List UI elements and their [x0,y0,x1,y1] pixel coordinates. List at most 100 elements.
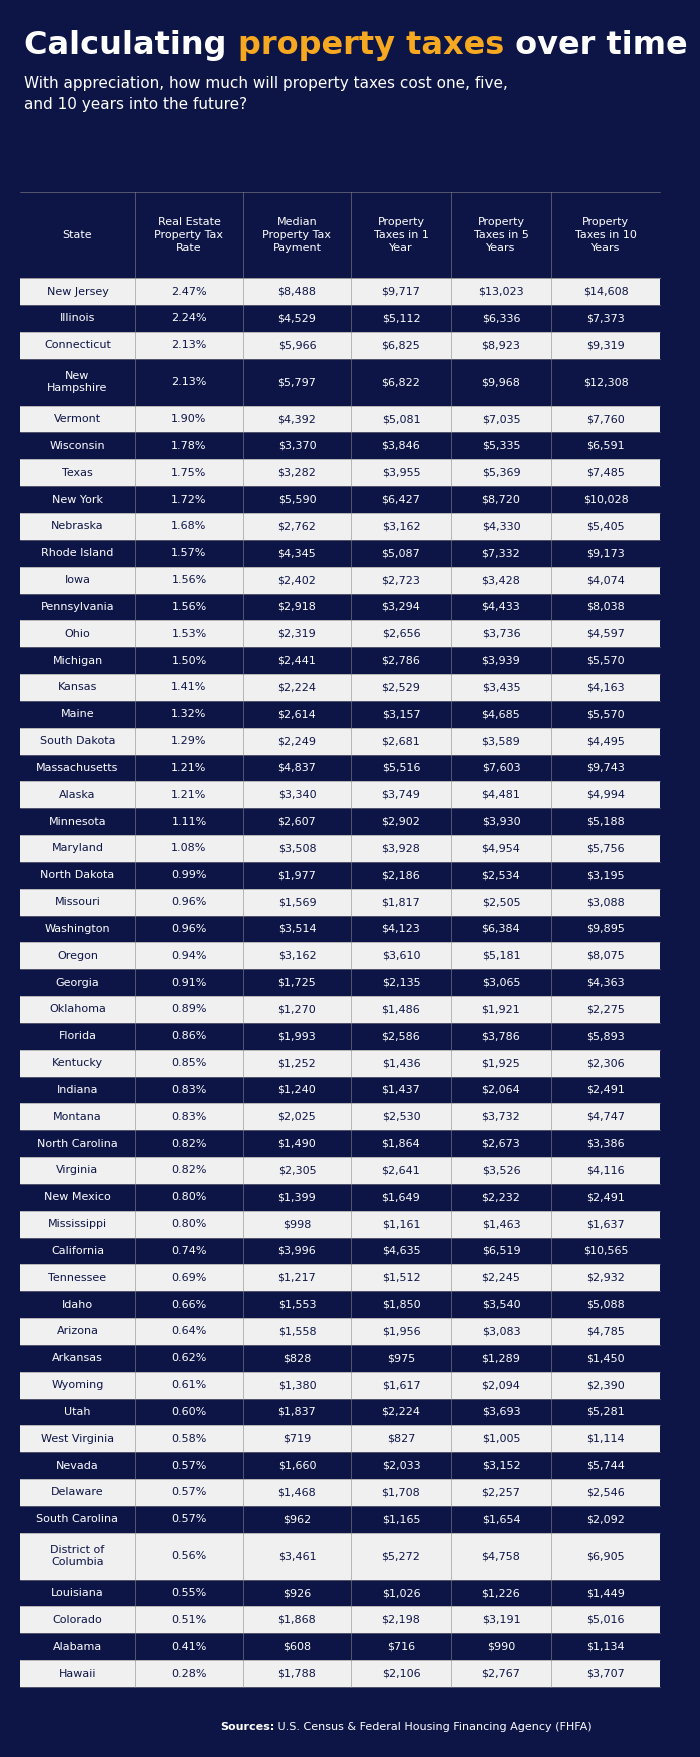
Text: $1,977: $1,977 [278,870,316,880]
Text: 1.75%: 1.75% [172,467,206,478]
Bar [20,754,660,782]
Bar [20,727,660,754]
Text: North Carolina: North Carolina [37,1139,118,1149]
Text: $4,747: $4,747 [586,1112,625,1121]
Text: $1,837: $1,837 [278,1407,316,1416]
Text: $4,123: $4,123 [382,924,421,935]
Bar [20,942,660,970]
Text: $9,173: $9,173 [586,548,625,559]
Bar [20,1580,660,1606]
Bar [20,970,660,996]
Text: $5,088: $5,088 [586,1300,625,1309]
Text: $3,589: $3,589 [482,736,520,747]
Text: $1,921: $1,921 [482,1005,520,1014]
Text: 0.51%: 0.51% [172,1615,206,1625]
Text: $2,614: $2,614 [278,710,316,719]
Bar [20,406,660,432]
Text: West Virginia: West Virginia [41,1434,114,1444]
Text: Property
Taxes in 1
Year: Property Taxes in 1 Year [374,218,428,253]
Text: $1,660: $1,660 [278,1460,316,1471]
Text: 2.13%: 2.13% [172,341,206,350]
Bar [20,1660,660,1687]
Text: $962: $962 [283,1515,311,1525]
Text: 1.08%: 1.08% [172,843,206,854]
Text: $6,825: $6,825 [382,341,421,350]
Text: Mississippi: Mississippi [48,1219,107,1230]
Text: 0.58%: 0.58% [172,1434,206,1444]
Text: $4,994: $4,994 [586,789,625,799]
Text: $1,468: $1,468 [278,1488,316,1497]
Text: 1.72%: 1.72% [172,494,206,504]
Text: Calculating: Calculating [24,30,237,61]
Text: $719: $719 [283,1434,311,1444]
Text: $1,725: $1,725 [278,977,316,987]
Text: 1.32%: 1.32% [172,710,206,719]
Text: Median
Property Tax
Payment: Median Property Tax Payment [262,218,332,253]
Text: $2,932: $2,932 [586,1272,625,1283]
Bar [20,1049,660,1077]
Bar [20,306,660,332]
Text: property taxes: property taxes [237,30,504,61]
Text: New Mexico: New Mexico [44,1193,111,1202]
Text: $1,553: $1,553 [278,1300,316,1309]
Bar [20,1425,660,1453]
Bar [20,701,660,727]
Text: $2,064: $2,064 [482,1084,520,1095]
Text: $2,681: $2,681 [382,736,421,747]
Text: $1,637: $1,637 [586,1219,625,1230]
Text: Alaska: Alaska [60,789,96,799]
Text: $2,723: $2,723 [382,575,421,585]
Text: $2,033: $2,033 [382,1460,420,1471]
Text: $975: $975 [387,1353,415,1363]
Text: $2,402: $2,402 [278,575,316,585]
Text: $2,306: $2,306 [586,1058,625,1068]
Text: 0.91%: 0.91% [172,977,206,987]
Text: $10,565: $10,565 [582,1246,629,1256]
Text: $2,224: $2,224 [382,1407,421,1416]
Text: $1,512: $1,512 [382,1272,420,1283]
Text: $2,491: $2,491 [586,1193,625,1202]
Text: Texas: Texas [62,467,93,478]
Text: $2,762: $2,762 [278,522,316,531]
Text: Hawaii: Hawaii [59,1669,97,1678]
Text: $3,749: $3,749 [382,789,421,799]
Text: Georgia: Georgia [55,977,99,987]
Text: $4,785: $4,785 [586,1327,625,1337]
Text: Kentucky: Kentucky [52,1058,103,1068]
Bar [20,647,660,675]
Text: $1,380: $1,380 [278,1379,316,1390]
Text: $1,270: $1,270 [278,1005,316,1014]
Text: With appreciation, how much will property taxes cost one, five,
and 10 years int: With appreciation, how much will propert… [24,76,508,112]
Text: $5,016: $5,016 [587,1615,624,1625]
Text: $1,463: $1,463 [482,1219,520,1230]
Text: $2,224: $2,224 [277,682,316,692]
Text: 0.60%: 0.60% [172,1407,206,1416]
Text: Washington: Washington [45,924,111,935]
Text: $3,191: $3,191 [482,1615,520,1625]
Text: $5,335: $5,335 [482,441,520,452]
Text: Iowa: Iowa [64,575,90,585]
Text: $1,558: $1,558 [278,1327,316,1337]
Text: $14,608: $14,608 [582,286,629,297]
Text: $2,319: $2,319 [278,629,316,640]
Bar [20,1184,660,1211]
Text: 1.56%: 1.56% [172,575,206,585]
Text: $3,162: $3,162 [278,951,316,961]
Text: $3,514: $3,514 [278,924,316,935]
Text: 0.57%: 0.57% [172,1460,206,1471]
Text: $1,165: $1,165 [382,1515,420,1525]
Text: $2,505: $2,505 [482,898,520,907]
Text: $7,603: $7,603 [482,763,520,773]
Bar [20,1318,660,1344]
Text: Vermont: Vermont [54,415,101,423]
Text: $1,005: $1,005 [482,1434,520,1444]
Text: $12,308: $12,308 [582,378,629,387]
Text: $3,928: $3,928 [382,843,421,854]
Text: $1,569: $1,569 [278,898,316,907]
Text: Nebraska: Nebraska [51,522,104,531]
Text: $7,485: $7,485 [586,467,625,478]
Text: 1.78%: 1.78% [172,441,206,452]
Text: $998: $998 [283,1219,312,1230]
Text: $3,732: $3,732 [482,1112,520,1121]
Text: 1.53%: 1.53% [172,629,206,640]
